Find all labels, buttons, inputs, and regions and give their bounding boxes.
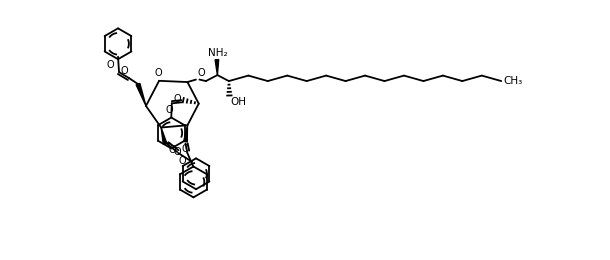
Text: O: O [106, 60, 114, 70]
Text: O: O [173, 147, 181, 157]
Polygon shape [136, 83, 146, 106]
Polygon shape [161, 128, 167, 144]
Text: O: O [178, 156, 185, 166]
Text: O: O [154, 68, 162, 78]
Text: O: O [166, 105, 174, 115]
Text: O: O [198, 68, 205, 77]
Polygon shape [215, 60, 219, 75]
Text: O: O [168, 145, 176, 155]
Polygon shape [184, 125, 187, 142]
Text: O: O [120, 66, 128, 76]
Text: NH₂: NH₂ [207, 48, 227, 58]
Text: O: O [173, 94, 181, 104]
Text: CH₃: CH₃ [503, 76, 523, 86]
Text: OH: OH [231, 97, 246, 107]
Text: O: O [182, 144, 189, 154]
